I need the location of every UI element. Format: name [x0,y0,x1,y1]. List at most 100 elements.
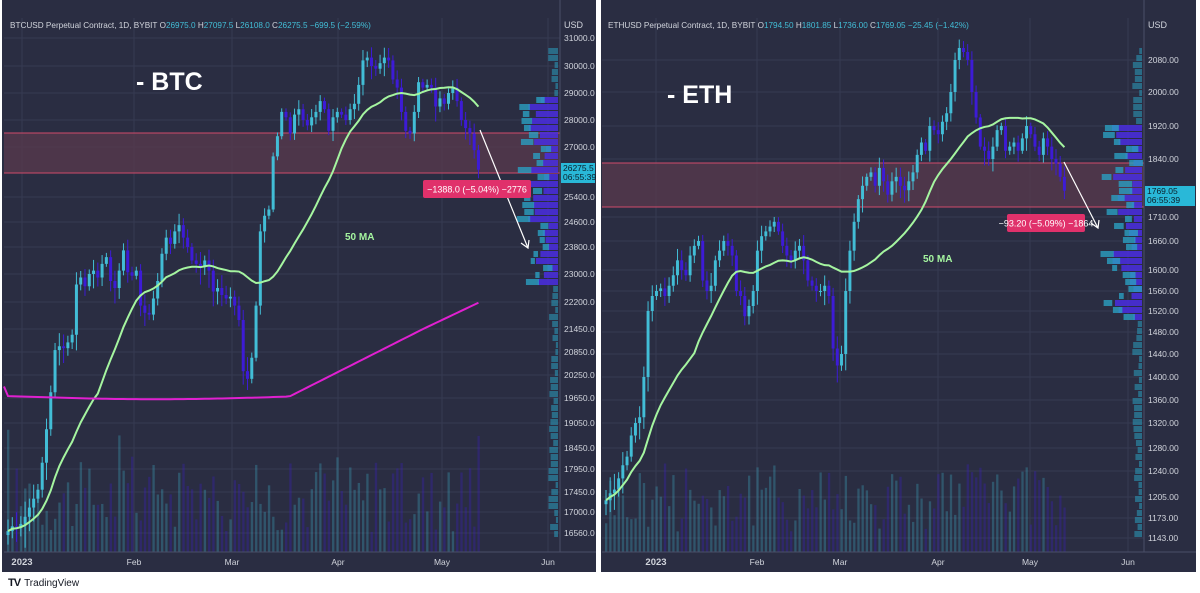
volume-bar [865,490,869,552]
y-tick-label: 28000.0 [564,115,595,125]
volume-profile-bar [536,97,545,103]
volume-bar [225,531,228,552]
candle-body [840,354,843,366]
candle-body [434,87,438,107]
volume-bar [861,485,864,552]
candle-body [194,260,198,264]
ma50-label: 50 MA [345,232,374,243]
candle-body [267,209,271,216]
volume-bar [617,478,620,552]
y-tick-label: 23000.0 [564,269,595,279]
candle-body [903,185,907,191]
volume-profile-bar [1135,496,1142,502]
chart-panel-eth: −93.20 (−5.09%) −1864 50 MA - ETH USD 2080.0… [600,0,1196,572]
candle-body [143,305,147,313]
volume-bar [11,527,14,552]
volume-bar [983,483,986,552]
candle-body [74,284,78,335]
volume-bar [306,527,309,552]
candle-body [404,111,408,131]
candle-body [57,346,61,351]
candle-body [455,87,459,102]
candle-body [387,57,391,61]
volume-bar [916,483,919,552]
ma200-line [3,301,479,401]
candle-body [220,288,224,295]
y-tick-label: 17950.0 [564,464,595,474]
header-change: −25.45 (−1.42%) [908,21,969,30]
candle-body [966,52,970,60]
volume-profile-bar [1129,188,1142,194]
y-tick-label: 2080.00 [1148,55,1179,65]
volume-profile-bar [542,160,558,166]
volume-profile-bar [528,104,558,110]
volume-bar [941,472,944,552]
volume-profile-bar [522,111,530,117]
volume-profile-bar [1137,328,1142,334]
candle-body [642,377,646,418]
candle-body [83,277,87,287]
y-tick-label: 1660.00 [1148,236,1179,246]
volume-profile-bar [1132,419,1142,425]
volume-profile-bar [1125,223,1142,229]
volume-profile-bar [546,146,558,152]
volume-bar [630,519,633,552]
measure-label: −1388.0 (−5.04%) −2776 [427,185,527,195]
volume-profile-bar [1125,216,1132,222]
volume-profile-bar [552,293,558,299]
candle-body [177,225,181,232]
volume-bar [143,487,147,552]
volume-bar [949,474,953,552]
chart-header: ETHUSD Perpetual Contract, 1D, BYBIT O17… [608,21,969,30]
volume-bar [903,513,906,552]
volume-profile-bar [530,167,558,173]
ma50-line [605,116,1066,502]
ma50-line [7,86,480,532]
candle-body [429,84,433,88]
charts-svg: −1388.0 (−5.04%) −2776 50 MA - BTC USD 31000… [2,0,1196,572]
volume-bar [302,498,305,552]
volume-bar [126,483,130,552]
candle-body [793,250,797,261]
volume-profile-bar [555,482,558,488]
candle-body [173,231,177,244]
measure-label-bg [1007,214,1085,232]
candle-body [160,253,164,281]
volume-profile-bar [554,90,558,96]
y-tick-label: 1520.00 [1148,306,1179,316]
volume-bar [88,468,91,552]
volume-bar [186,486,189,552]
volume-profile-bar [540,223,549,229]
candle-body [919,142,923,155]
volume-profile-bar [1100,251,1114,257]
volume-profile-bar [555,349,558,355]
candle-body [44,429,48,463]
volume-profile-bar [553,286,558,292]
volume-bar [689,489,692,552]
volume-profile-bar [549,447,558,453]
volume-profile-bar [540,146,552,152]
volume-profile-bar [553,398,558,404]
volume-profile-bar [551,76,558,82]
y-tick-label: 29000.0 [564,88,595,98]
volume-bar [430,472,433,552]
volume-profile-bar [1136,510,1142,516]
volume-bar [434,529,438,552]
volume-profile-bar [1121,265,1142,271]
volume-profile-bar [551,489,558,495]
candle-body [633,423,637,436]
candle-body [361,60,365,85]
candle-body [932,126,936,131]
volume-bar [634,518,637,552]
volume-profile-bar [551,363,558,369]
y-tick-label: 1173.00 [1148,513,1178,523]
candle-body [999,126,1003,131]
y-tick-label: 1920.00 [1148,121,1179,131]
volume-bar [220,515,224,552]
candle-body [886,181,890,195]
volume-bar [975,477,978,552]
volume-bar [45,510,48,552]
volume-bar [920,498,923,552]
y-tick-label: 1320.00 [1148,418,1179,428]
volume-bar [798,488,801,552]
